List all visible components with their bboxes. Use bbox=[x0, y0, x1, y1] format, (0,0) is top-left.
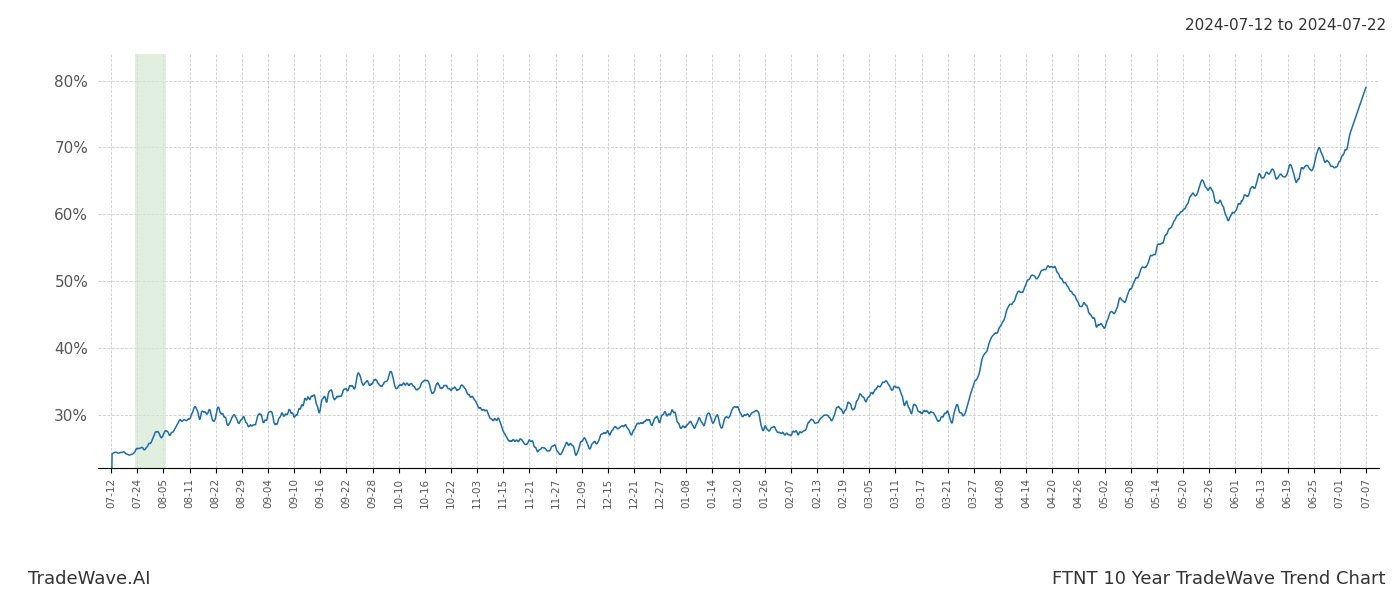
Bar bbox=[134, 54, 167, 468]
Text: FTNT 10 Year TradeWave Trend Chart: FTNT 10 Year TradeWave Trend Chart bbox=[1053, 570, 1386, 588]
Text: 2024-07-12 to 2024-07-22: 2024-07-12 to 2024-07-22 bbox=[1184, 18, 1386, 33]
Text: TradeWave.AI: TradeWave.AI bbox=[28, 570, 151, 588]
